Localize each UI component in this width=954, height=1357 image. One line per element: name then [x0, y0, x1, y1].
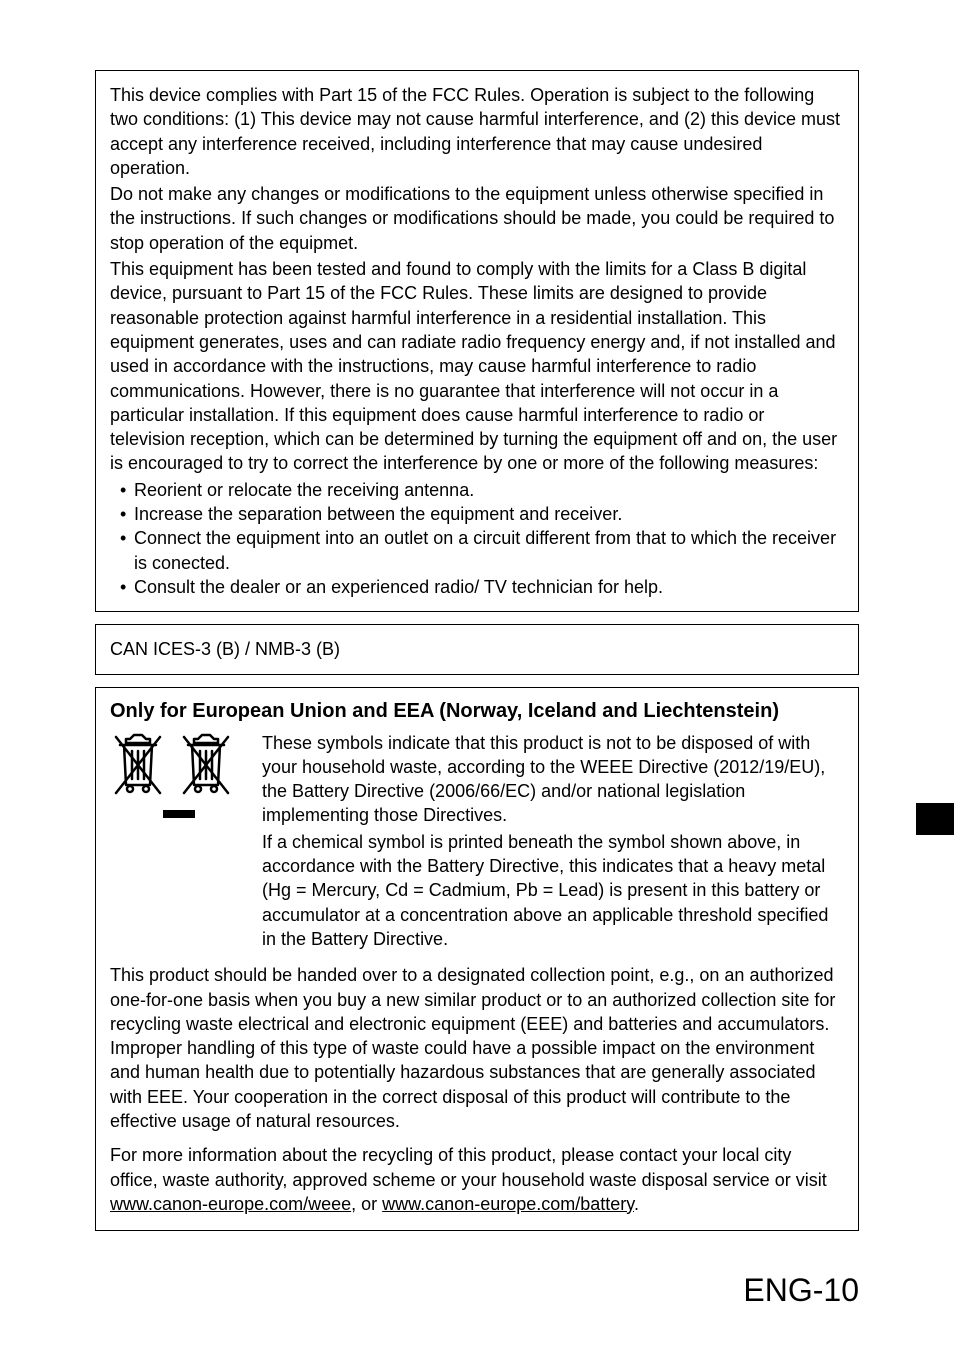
crossed-out-wheeled-bin-icon [110, 731, 166, 806]
weee-para4-pre: For more information about the recycling… [110, 1145, 827, 1189]
weee-side-text: These symbols indicate that this product… [262, 731, 844, 954]
fcc-para-2: Do not make any changes or modifications… [110, 182, 844, 255]
weee-para-2: If a chemical symbol is printed beneath … [262, 830, 844, 951]
fcc-bullet-item: Increase the separation between the equi… [120, 502, 844, 526]
fcc-bullet-item: Consult the dealer or an experienced rad… [120, 575, 844, 599]
fcc-para-1: This device complies with Part 15 of the… [110, 83, 844, 180]
page-number: ENG-10 [743, 1272, 859, 1309]
ices-text: CAN ICES-3 (B) / NMB-3 (B) [110, 639, 340, 659]
weee-link-1[interactable]: www.canon-europe.com/weee [110, 1194, 351, 1214]
fcc-bullet-item: Reorient or relocate the receiving anten… [120, 478, 844, 502]
weee-link-2[interactable]: www.canon-europe.com/battery [382, 1194, 634, 1214]
weee-black-bar [163, 810, 195, 818]
weee-heading: Only for European Union and EEA (Norway,… [110, 700, 844, 723]
weee-para4-mid: , or [351, 1194, 382, 1214]
ices-box: CAN ICES-3 (B) / NMB-3 (B) [95, 624, 859, 674]
fcc-bullet-item: Connect the equipment into an outlet on … [120, 526, 844, 575]
weee-icon-text-row: These symbols indicate that this product… [110, 731, 844, 954]
page-edge-tab [916, 803, 954, 835]
weee-para-3: This product should be handed over to a … [110, 963, 844, 1133]
weee-icons-top-row [110, 731, 234, 806]
fcc-bullet-list: Reorient or relocate the receiving anten… [110, 478, 844, 599]
weee-para4-end: . [634, 1194, 639, 1214]
weee-icons-container [110, 731, 234, 818]
fcc-para-3: This equipment has been tested and found… [110, 257, 844, 476]
weee-para-1: These symbols indicate that this product… [262, 731, 844, 828]
fcc-compliance-box: This device complies with Part 15 of the… [95, 70, 859, 612]
crossed-out-wheeled-bin-icon [178, 731, 234, 806]
weee-box: Only for European Union and EEA (Norway,… [95, 687, 859, 1232]
weee-para-4: For more information about the recycling… [110, 1143, 844, 1216]
page-root: This device complies with Part 15 of the… [0, 0, 954, 1357]
